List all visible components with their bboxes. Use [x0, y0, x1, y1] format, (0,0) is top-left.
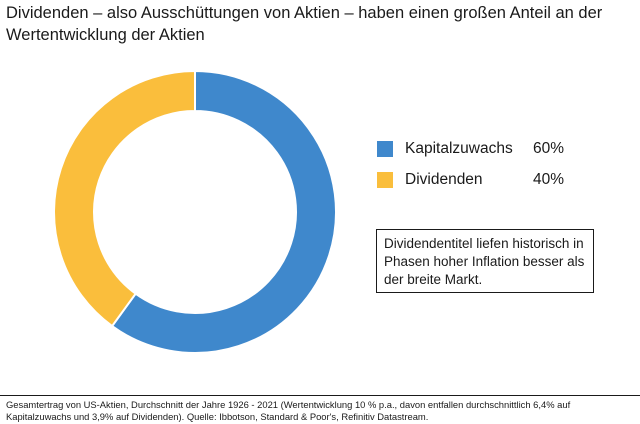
legend-swatch-dividenden: [377, 172, 393, 188]
legend: Kapitalzuwachs 60% Dividenden 40%: [377, 138, 583, 200]
donut-slice-dividenden: [53, 69, 196, 328]
legend-item-kapitalzuwachs: Kapitalzuwachs 60%: [377, 138, 583, 160]
legend-value: 60%: [533, 140, 565, 157]
legend-swatch-kapitalzuwachs: [377, 141, 393, 157]
footnote: Gesamtertrag von US-Aktien, Durchschnitt…: [6, 399, 571, 422]
legend-item-dividenden: Dividenden 40%: [377, 169, 583, 191]
legend-label: Kapitalzuwachs: [405, 140, 513, 157]
legend-label: Dividenden: [405, 171, 483, 188]
chart-title: Dividenden – also Ausschüttungen von Akt…: [6, 4, 603, 44]
divider: [0, 395, 640, 396]
donut-slice-kapitalzuwachs: [110, 69, 337, 354]
legend-value: 40%: [533, 171, 565, 188]
callout-box: Dividendentitel liefen historisch in Pha…: [376, 229, 594, 293]
